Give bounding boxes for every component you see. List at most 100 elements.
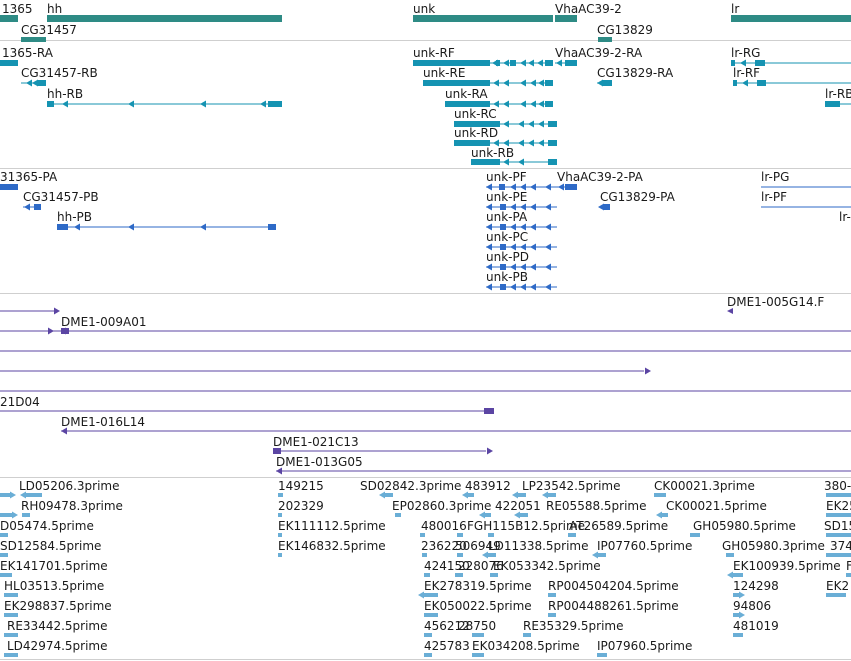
feature-label-ests[interactable]: GH05980.5prime	[693, 519, 796, 533]
feature-label-transcripts-ra[interactable]: hh-RB	[47, 87, 84, 101]
transcript-unk-re-strand-arrow[interactable]	[503, 79, 509, 87]
feature-label-ests[interactable]: 28750	[458, 619, 497, 633]
transcript-unk-pe-strand-arrow[interactable]	[520, 203, 526, 211]
est-mark[interactable]	[733, 613, 739, 617]
feature-label-clones[interactable]: 21D04	[0, 395, 40, 409]
transcript-unk-rf-strand-arrow[interactable]	[503, 59, 509, 67]
transcript-cg31457-rb-strand-arrow[interactable]	[26, 79, 32, 87]
transcript-hh-pb-strand-arrow[interactable]	[74, 223, 80, 231]
feature-label-transcripts-pa[interactable]: unk-PF	[486, 170, 527, 184]
est-arrow[interactable]	[592, 551, 598, 559]
transcript-unk-rd-strand-arrow[interactable]	[493, 139, 499, 147]
feature-label-ests[interactable]: 374	[830, 539, 851, 553]
est-mark[interactable]	[424, 633, 432, 637]
gene-span[interactable]	[555, 15, 577, 22]
transcript-unk-pb-strand-arrow[interactable]	[510, 283, 516, 291]
transcript-unk-pa-strand-arrow[interactable]	[486, 223, 492, 231]
est-mark[interactable]	[457, 533, 463, 537]
feature-label-transcripts-ra[interactable]: 1365-RA	[2, 46, 53, 60]
feature-label-ests[interactable]: EK034208.5prime	[472, 639, 580, 653]
feature-label-ests[interactable]: 228076	[458, 559, 504, 573]
transcript-hh-rb-strand-arrow[interactable]	[62, 100, 68, 108]
transcript-unk-rb-strand-arrow[interactable]	[503, 158, 509, 166]
clone-end[interactable]	[484, 408, 494, 414]
feature-label-transcripts-pa[interactable]: lr-PF	[761, 190, 787, 204]
feature-label-ests[interactable]: EK298837.5prime	[4, 599, 112, 613]
feature-label-transcripts-ra[interactable]: CG13829-RA	[597, 66, 674, 80]
est-mark[interactable]	[424, 613, 438, 617]
feature-label-ests[interactable]: EK141701.5prime	[0, 559, 108, 573]
feature-label-ests[interactable]: 481019	[733, 619, 779, 633]
est-mark[interactable]	[846, 573, 851, 577]
est-arrow[interactable]	[379, 491, 385, 499]
est-mark[interactable]	[385, 493, 393, 497]
transcript-hh-pb-strand-arrow[interactable]	[200, 223, 206, 231]
transcript-unk-rf-strand-arrow[interactable]	[520, 59, 526, 67]
feature-label-genes[interactable]: lr	[731, 2, 740, 16]
est-mark[interactable]	[395, 513, 401, 517]
feature-label-ests[interactable]: RP004488261.5prime	[548, 599, 679, 613]
feature-label-transcripts-pa[interactable]: lr-PG	[761, 170, 790, 184]
feature-label-transcripts-pa[interactable]: VhaAC39-2-PA	[557, 170, 643, 184]
est-mark[interactable]	[733, 573, 743, 577]
feature-label-transcripts-pa[interactable]: CG13829-PA	[600, 190, 675, 204]
feature-label-ests[interactable]: 480016	[421, 519, 467, 533]
transcript-lr-rf-exon[interactable]	[757, 80, 766, 86]
transcript-unk-pa-strand-arrow[interactable]	[530, 223, 536, 231]
est-mark[interactable]	[826, 553, 851, 557]
clone-end[interactable]	[273, 448, 281, 454]
transcript-unk-rd-strand-arrow[interactable]	[538, 139, 544, 147]
est-arrow[interactable]	[512, 491, 518, 499]
transcript-unk-pa-strand-arrow[interactable]	[510, 223, 516, 231]
transcript-unk-pc-strand-arrow[interactable]	[520, 243, 526, 251]
transcript-unk-rc-strand-arrow[interactable]	[518, 120, 524, 128]
gene-span[interactable]	[21, 37, 46, 42]
est-mark[interactable]	[523, 633, 531, 637]
clone-arrow[interactable]	[487, 447, 493, 455]
gene-span[interactable]	[731, 15, 851, 22]
est-mark[interactable]	[548, 593, 556, 597]
transcript-unk-re-strand-arrow[interactable]	[520, 79, 526, 87]
feature-label-transcripts-ra[interactable]: unk-RD	[454, 126, 499, 140]
est-mark[interactable]	[662, 513, 668, 517]
transcript-unk-rf-strand-arrow[interactable]	[528, 59, 534, 67]
est-mark[interactable]	[4, 613, 18, 617]
feature-label-transcripts-pa[interactable]: unk-PB	[486, 270, 528, 284]
est-mark[interactable]	[733, 633, 743, 637]
transcript-unk-pe-strand-arrow[interactable]	[486, 203, 492, 211]
est-mark[interactable]	[0, 573, 12, 577]
est-mark[interactable]	[420, 533, 425, 537]
est-mark[interactable]	[4, 653, 18, 657]
transcript-unk-pb-exon[interactable]	[500, 284, 506, 290]
feature-label-ests[interactable]: LP23542.5prime	[522, 479, 621, 493]
transcript-vhaac39-2-ra-exon[interactable]	[565, 60, 577, 66]
gene-span[interactable]	[413, 15, 553, 22]
feature-label-transcripts-ra[interactable]: unk-RF	[413, 46, 455, 60]
clone-arrow[interactable]	[645, 367, 651, 375]
feature-label-ests[interactable]: 149215	[278, 479, 324, 493]
transcript-unk-pc-strand-arrow[interactable]	[486, 243, 492, 251]
transcript-unk-rc-exon[interactable]	[548, 121, 557, 127]
est-mark[interactable]	[726, 553, 734, 557]
feature-label-transcripts-ra[interactable]: unk-RA	[445, 87, 488, 101]
est-mark[interactable]	[690, 533, 700, 537]
feature-label-ests[interactable]: D05474.5prime	[0, 519, 94, 533]
clone-arrow[interactable]	[60, 327, 66, 335]
transcript-unk-pd-strand-arrow[interactable]	[530, 263, 536, 271]
transcript-unk-ra-strand-arrow[interactable]	[530, 100, 536, 108]
feature-label-clones[interactable]: DME1-013G05	[276, 455, 363, 469]
feature-label-transcripts-ra[interactable]: unk-RE	[423, 66, 466, 80]
feature-label-transcripts-pa[interactable]: unk-PA	[486, 210, 528, 224]
est-mark[interactable]	[568, 533, 576, 537]
transcript-lr-rg-exon[interactable]	[731, 60, 735, 66]
gene-span[interactable]	[598, 37, 612, 42]
est-mark[interactable]	[485, 513, 491, 517]
transcript-unk-rb-strand-arrow[interactable]	[518, 158, 524, 166]
feature-label-ests[interactable]: EP02860.3prime	[392, 499, 492, 513]
transcript-unk-pf-strand-arrow[interactable]	[520, 183, 526, 191]
transcript-unk-pd-exon[interactable]	[500, 264, 506, 270]
transcript-unk-pd-strand-arrow[interactable]	[545, 263, 551, 271]
feature-label-transcripts-pa[interactable]: unk-PD	[486, 250, 529, 264]
feature-label-ests[interactable]: 424150	[424, 559, 470, 573]
transcript-cg13829-pa-exon[interactable]	[604, 204, 610, 210]
